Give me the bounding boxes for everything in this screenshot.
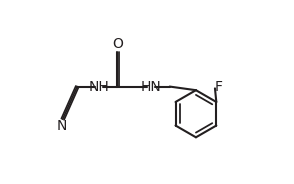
Text: O: O xyxy=(112,37,123,51)
Text: N: N xyxy=(57,119,67,133)
Text: NH: NH xyxy=(88,79,109,93)
Text: HN: HN xyxy=(140,79,161,93)
Text: F: F xyxy=(215,79,223,93)
